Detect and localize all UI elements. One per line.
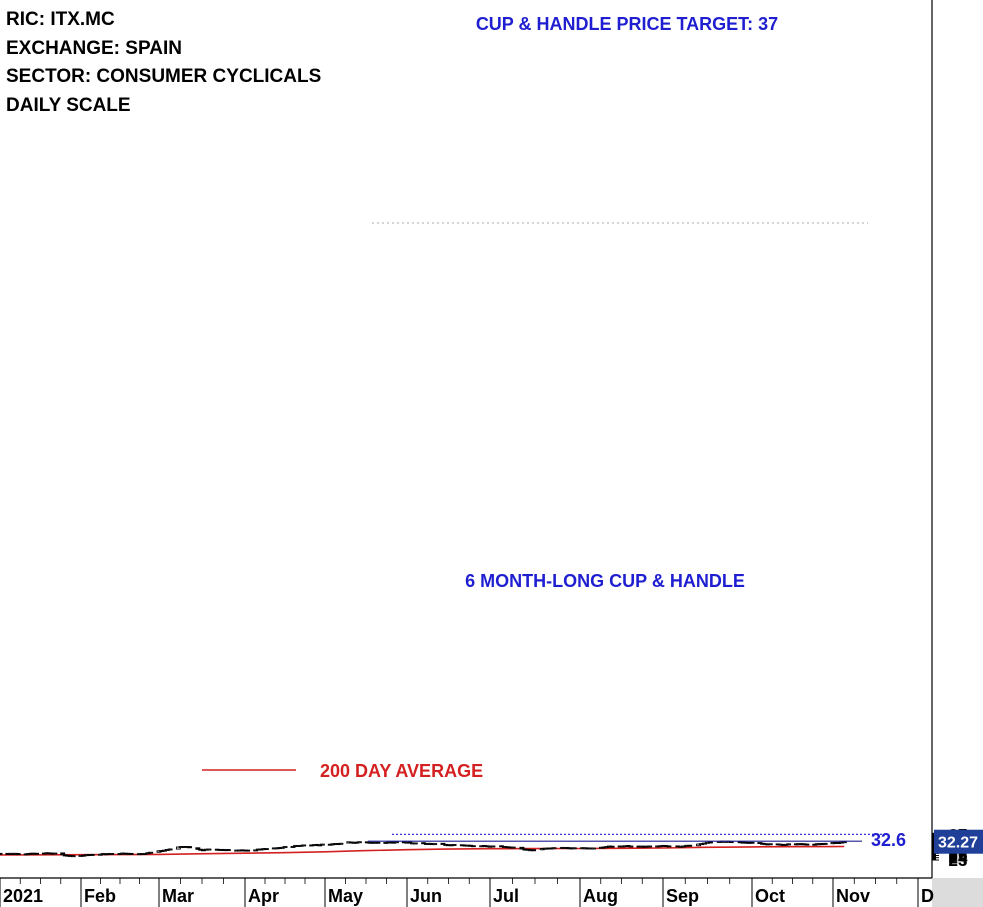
- candle-body: [647, 845, 653, 848]
- x-tick-label: Apr: [248, 886, 279, 906]
- candle-body: [749, 841, 755, 844]
- ric-label: RIC: ITX.MC: [6, 9, 115, 30]
- x-tick-label: Nov: [836, 886, 870, 906]
- candle-body: [708, 841, 713, 844]
- candle-body: [510, 846, 516, 849]
- candle-body: [70, 855, 76, 858]
- candle-body: [786, 843, 792, 846]
- candle-body: [490, 845, 496, 848]
- candle-body: [206, 848, 212, 851]
- candle-body: [767, 843, 773, 846]
- candle-body: [571, 847, 577, 850]
- candle-body: [0, 852, 3, 855]
- candle-body: [52, 852, 58, 855]
- candle-body: [451, 844, 457, 846]
- candle-body: [470, 845, 476, 848]
- pattern-label: 6 MONTH-LONG CUP & HANDLE: [465, 571, 745, 591]
- candle-body: [519, 846, 525, 850]
- y-axis: 23242526272829303132333435363732.27: [931, 0, 983, 878]
- candle-body: [245, 849, 251, 852]
- x-tick-label: D: [921, 886, 934, 906]
- candle-body: [531, 849, 536, 852]
- candle-body: [609, 845, 615, 848]
- x-tick-label: Jul: [493, 886, 519, 906]
- candle-body: [728, 841, 734, 844]
- x-tick-label: Feb: [84, 886, 116, 906]
- axis-corner: [932, 878, 983, 907]
- chart-annotations: 32.6 CUP & HANDLE PRICE TARGET: 37 6 MONTH…: [202, 14, 906, 850]
- candle-body: [89, 853, 95, 856]
- candle-body: [590, 847, 596, 850]
- ma200-series: [0, 845, 845, 856]
- y-tick-label: 23: [949, 851, 968, 870]
- candle-body: [440, 842, 446, 845]
- candle-body: [34, 852, 40, 855]
- candle-body: [60, 852, 66, 856]
- candle-body: [666, 845, 672, 848]
- last-price-badge: [934, 829, 983, 854]
- candle-body: [822, 842, 828, 845]
- x-tick-label: May: [328, 886, 363, 906]
- scale-label: DAILY SCALE: [6, 94, 131, 116]
- candle-body: [551, 847, 557, 850]
- candle-body: [175, 846, 181, 850]
- resistance-label: 32.6: [871, 830, 906, 850]
- candle-body: [195, 847, 201, 850]
- candle-body: [225, 849, 231, 852]
- candle-body: [687, 844, 693, 847]
- exchange-label: EXCHANGE: SPAIN: [6, 37, 182, 59]
- candle-body: [841, 841, 847, 844]
- candle-body: [301, 844, 307, 847]
- candle-body: [187, 846, 192, 849]
- candle-body: [148, 851, 154, 854]
- x-tick-label: 2021: [3, 886, 43, 906]
- candle-body: [432, 843, 438, 846]
- ma200-line: [0, 845, 845, 856]
- legend-label: 200 DAY AVERAGE: [320, 761, 483, 781]
- last-price-label: 32.27: [938, 835, 978, 852]
- candle-body: [282, 846, 288, 849]
- candle-body: [263, 848, 269, 851]
- candle-body: [109, 852, 115, 855]
- sector-label: SECTOR: CONSUMER CYCLICALS: [6, 66, 322, 87]
- x-tick-label: Jun: [410, 886, 442, 906]
- candle-body: [804, 843, 810, 846]
- x-tick-label: Sep: [666, 886, 699, 906]
- candle-body: [290, 846, 296, 848]
- candle-body: [15, 853, 21, 856]
- candle-body: [356, 841, 362, 844]
- candle-body: [375, 841, 381, 844]
- candle-body: [128, 852, 134, 855]
- x-tick-label: Mar: [162, 886, 194, 906]
- candle-body: [412, 842, 418, 845]
- x-tick-label: Aug: [583, 886, 618, 906]
- candle-body: [167, 848, 173, 851]
- target-label: CUP & HANDLE PRICE TARGET: 37: [476, 14, 778, 34]
- candlestick-series: [0, 840, 847, 858]
- candle-body: [319, 843, 325, 846]
- x-tick-label: Oct: [755, 886, 785, 906]
- chart-info: RIC: ITX.MC EXCHANGE: SPAIN SECTOR: CONS…: [6, 6, 321, 120]
- candle-body: [628, 845, 634, 848]
- x-axis: 2021 Feb Mar Apr May Jun Jul Aug Sep Oct Nov D: [0, 877, 983, 907]
- candle-body: [338, 842, 344, 845]
- candle-body: [393, 841, 399, 844]
